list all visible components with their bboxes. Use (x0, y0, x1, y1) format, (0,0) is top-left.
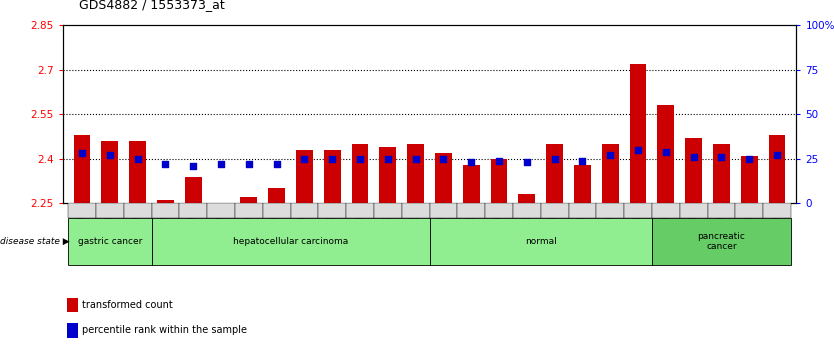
Bar (68, 218, 152, 265)
Bar (763, 203, 791, 218)
Point (409, 156, 422, 162)
Bar (346, 203, 374, 218)
Point (492, 158, 505, 163)
Bar (602, 144, 619, 203)
Bar (123, 203, 152, 218)
Point (325, 156, 339, 162)
Bar (686, 138, 702, 203)
Point (270, 161, 284, 167)
Point (242, 161, 255, 167)
Bar (769, 135, 786, 203)
Point (158, 161, 172, 167)
Bar (263, 203, 290, 218)
Bar (296, 150, 313, 203)
Bar (352, 144, 369, 203)
Text: GDS4882 / 1553373_at: GDS4882 / 1553373_at (79, 0, 225, 11)
Bar (129, 141, 146, 203)
Bar (485, 203, 513, 218)
Point (214, 161, 228, 167)
Bar (430, 218, 652, 265)
Point (715, 154, 728, 160)
Bar (73, 135, 90, 203)
Bar (269, 188, 285, 203)
Bar (624, 203, 652, 218)
Bar (430, 203, 457, 218)
Text: hepatocellular carcinoma: hepatocellular carcinoma (233, 237, 348, 246)
Point (131, 156, 144, 162)
Bar (67, 323, 78, 338)
Bar (402, 203, 430, 218)
Bar (102, 141, 118, 203)
Point (103, 152, 117, 158)
Point (75, 151, 88, 156)
Bar (596, 203, 624, 218)
Text: percentile rank within the sample: percentile rank within the sample (82, 325, 247, 335)
Bar (185, 177, 202, 203)
Bar (374, 203, 402, 218)
Bar (680, 203, 707, 218)
Bar (574, 165, 590, 203)
Point (771, 152, 784, 158)
Bar (657, 105, 674, 203)
Text: pancreatic
cancer: pancreatic cancer (697, 232, 746, 251)
Bar (546, 144, 563, 203)
Point (520, 159, 534, 165)
Point (354, 156, 367, 162)
Bar (435, 153, 452, 203)
Bar (407, 144, 424, 203)
Bar (540, 203, 569, 218)
Point (298, 156, 311, 162)
Bar (240, 197, 257, 203)
Bar (707, 203, 736, 218)
Point (187, 163, 200, 169)
Bar (713, 144, 730, 203)
Point (437, 156, 450, 162)
Point (575, 158, 589, 163)
Point (742, 156, 756, 162)
Text: transformed count: transformed count (82, 300, 173, 310)
Bar (736, 203, 763, 218)
Bar (152, 218, 430, 265)
Bar (157, 200, 173, 203)
Bar (319, 203, 346, 218)
Bar (379, 147, 396, 203)
Bar (463, 165, 480, 203)
Bar (630, 64, 646, 203)
Bar (652, 203, 680, 218)
Bar (324, 150, 340, 203)
Point (548, 156, 561, 162)
Point (381, 156, 394, 162)
Bar (235, 203, 263, 218)
Point (631, 147, 645, 153)
Bar (179, 203, 207, 218)
Text: disease state ▶: disease state ▶ (0, 237, 69, 246)
Point (465, 159, 478, 165)
Bar (652, 218, 791, 265)
Bar (96, 203, 123, 218)
Bar (67, 298, 78, 312)
Bar (513, 203, 540, 218)
Bar (569, 203, 596, 218)
Bar (207, 203, 235, 218)
Bar (457, 203, 485, 218)
Point (687, 154, 701, 160)
Bar (290, 203, 319, 218)
Bar (741, 156, 757, 203)
Bar (152, 203, 179, 218)
Bar (519, 195, 535, 203)
Point (604, 152, 617, 158)
Bar (68, 203, 96, 218)
Point (659, 149, 672, 155)
Bar (490, 159, 507, 203)
Text: normal: normal (525, 237, 556, 246)
Text: gastric cancer: gastric cancer (78, 237, 142, 246)
